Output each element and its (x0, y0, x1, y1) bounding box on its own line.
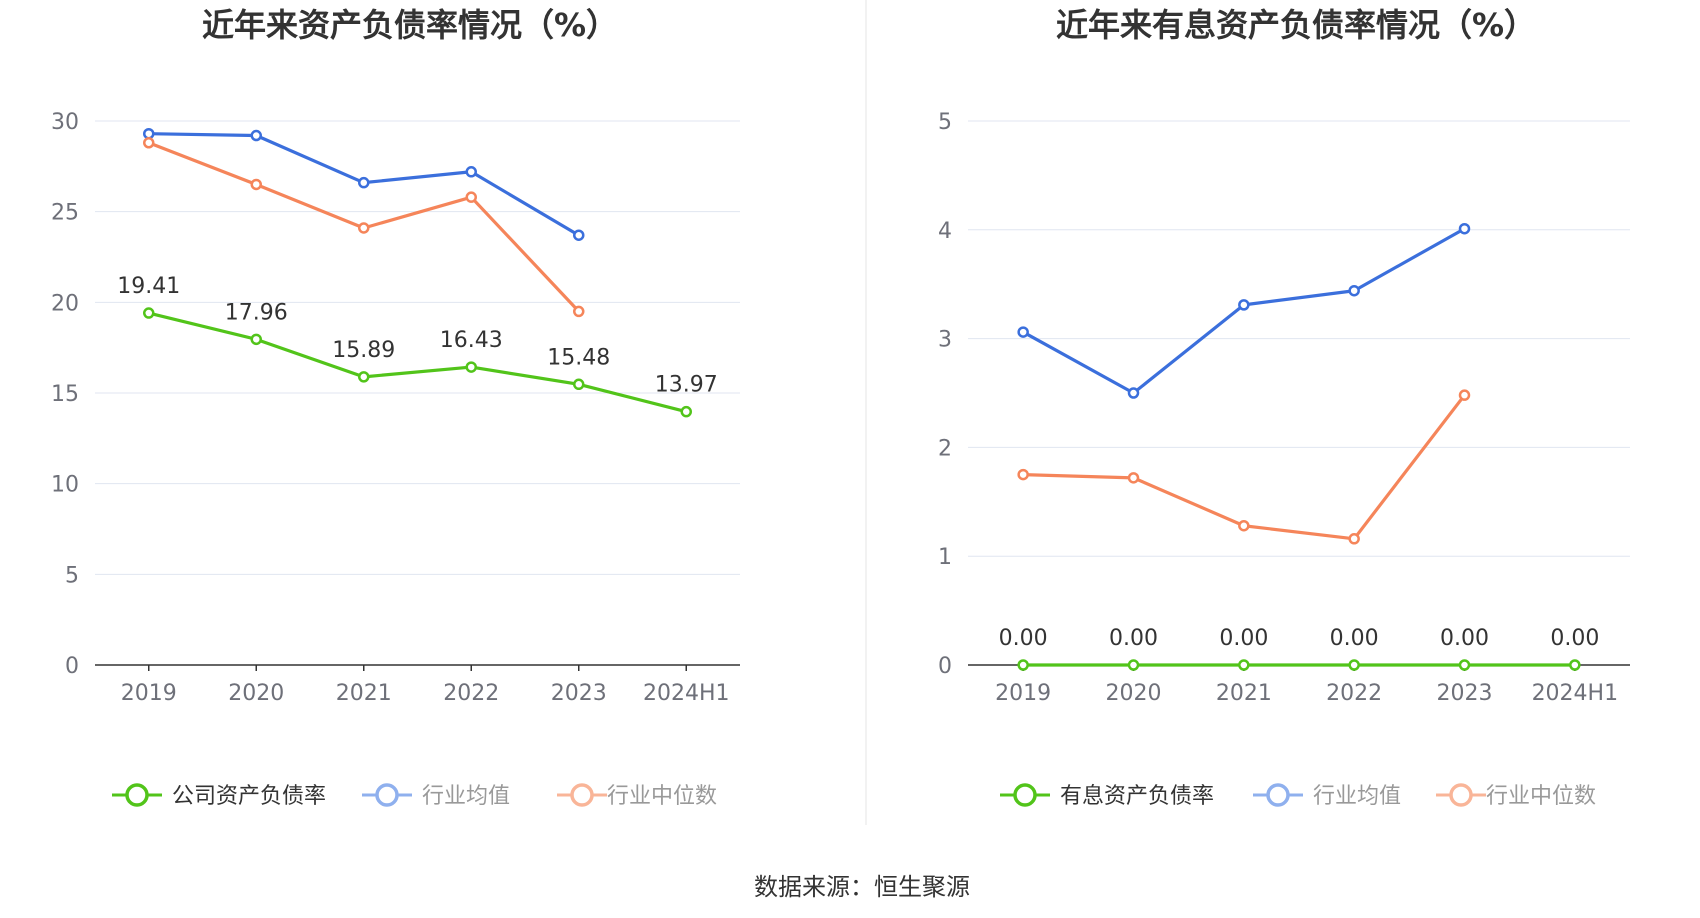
data-point[interactable] (465, 361, 477, 373)
x-tick-label: 2021 (336, 681, 392, 706)
data-point[interactable] (1458, 222, 1471, 235)
data-label: 17.96 (225, 300, 288, 325)
data-point[interactable] (1017, 659, 1029, 671)
x-tick-label: 2020 (1106, 681, 1162, 706)
data-point[interactable] (680, 405, 692, 418)
data-point[interactable] (1348, 284, 1360, 297)
legend-marker-icon (375, 783, 399, 807)
data-point[interactable] (358, 176, 370, 189)
data-point[interactable] (250, 129, 262, 142)
data-label: 0.00 (1330, 626, 1379, 651)
data-point[interactable] (1238, 519, 1250, 532)
legend-item-2[interactable]: 行业均值 (1253, 783, 1401, 809)
chart-panel-2: 近年来有息资产负债率情况（%） 0 1 2 3 4 5 2019 2020 2021 2022 202… (938, 6, 1630, 809)
data-point[interactable] (1348, 659, 1360, 671)
data-point[interactable] (143, 127, 155, 140)
y-tick-label: 15 (51, 382, 79, 407)
legend-item-3[interactable]: 行业中位数 (1436, 783, 1596, 809)
y-tick-label: 0 (65, 654, 79, 679)
legend-item-1[interactable]: 公司资产负债率 (112, 783, 326, 809)
x-tick-label: 2023 (551, 681, 607, 706)
data-point[interactable] (1127, 387, 1140, 399)
data-point[interactable] (1127, 659, 1140, 671)
x-tick-label: 2024H1 (643, 681, 730, 706)
data-label: 0.00 (1109, 626, 1158, 651)
legend-item-3[interactable]: 行业中位数 (557, 783, 717, 809)
x-tick-label: 2019 (995, 681, 1051, 706)
y-tick-label: 30 (51, 110, 79, 135)
chart-panel-1: 近年来资产负债率情况（%） 0 5 10 15 20 25 30 2019 2020 2021 202… (51, 6, 740, 809)
y-tick-label: 10 (51, 473, 79, 498)
data-point[interactable] (573, 229, 585, 241)
data-label: 13.97 (655, 373, 718, 398)
data-point[interactable] (465, 166, 477, 178)
data-label: 15.48 (547, 345, 610, 370)
legend-marker-icon (1449, 783, 1473, 807)
y-tick-label: 3 (938, 328, 952, 353)
legend-item-1[interactable]: 有息资产负债率 (1000, 783, 1214, 809)
data-point[interactable] (1458, 659, 1471, 671)
data-label: 0.00 (1550, 626, 1599, 651)
y-tick-label: 0 (938, 654, 952, 679)
data-point[interactable] (143, 137, 155, 149)
legend-label: 有息资产负债率 (1060, 784, 1214, 809)
data-point[interactable] (1017, 468, 1029, 481)
x-tick-label: 2024H1 (1532, 681, 1619, 706)
legend-marker-icon (570, 783, 594, 807)
data-label: 0.00 (1440, 626, 1489, 651)
data-point[interactable] (1017, 326, 1029, 338)
legend-marker-icon (1013, 783, 1037, 807)
x-tick-label: 2023 (1437, 681, 1493, 706)
data-point[interactable] (573, 378, 585, 391)
y-tick-label: 4 (938, 219, 952, 244)
x-tick-label: 2022 (1326, 681, 1382, 706)
x-tick-label: 2021 (1216, 681, 1272, 706)
data-label: 0.00 (999, 626, 1048, 651)
data-source: 数据来源：恒生聚源 (754, 873, 970, 901)
legend-label: 行业均值 (1313, 784, 1401, 809)
data-label: 16.43 (440, 328, 503, 353)
data-point[interactable] (465, 191, 477, 203)
data-label: 0.00 (1219, 626, 1268, 651)
data-point[interactable] (143, 307, 155, 319)
chart-title: 近年来资产负债率情况（%） (202, 6, 618, 44)
legend-label: 行业中位数 (607, 784, 717, 809)
x-tick-label: 2019 (121, 681, 177, 706)
y-tick-label: 5 (938, 110, 952, 135)
legend-marker-icon (125, 783, 149, 807)
x-tick-label: 2020 (228, 681, 284, 706)
data-point[interactable] (1238, 299, 1250, 311)
data-point[interactable] (1127, 472, 1140, 484)
legend-item-2[interactable]: 行业均值 (362, 783, 510, 809)
data-point[interactable] (1348, 533, 1360, 545)
series-line-3 (1023, 394, 1466, 541)
legend-marker-icon (1266, 783, 1290, 807)
legend-label: 行业中位数 (1486, 784, 1596, 809)
series-line-2 (1022, 227, 1466, 395)
y-tick-label: 1 (938, 545, 952, 570)
data-point[interactable] (1569, 659, 1581, 671)
data-point[interactable] (358, 371, 370, 383)
y-tick-label: 5 (65, 563, 79, 588)
data-point[interactable] (573, 305, 585, 318)
data-point[interactable] (250, 333, 262, 346)
data-label: 15.89 (332, 338, 395, 363)
y-tick-label: 20 (51, 291, 79, 316)
data-point[interactable] (1458, 389, 1471, 401)
y-tick-label: 25 (51, 201, 79, 226)
y-tick-label: 2 (938, 436, 952, 461)
chart-title: 近年来有息资产负债率情况（%） (1056, 6, 1536, 44)
data-point[interactable] (358, 222, 370, 234)
legend-label: 公司资产负债率 (172, 784, 326, 809)
data-point[interactable] (1238, 659, 1250, 671)
series-line-1 (148, 311, 687, 414)
x-tick-label: 2022 (443, 681, 499, 706)
data-label: 19.41 (117, 274, 180, 299)
data-point[interactable] (250, 178, 262, 191)
legend-label: 行业均值 (422, 784, 510, 809)
